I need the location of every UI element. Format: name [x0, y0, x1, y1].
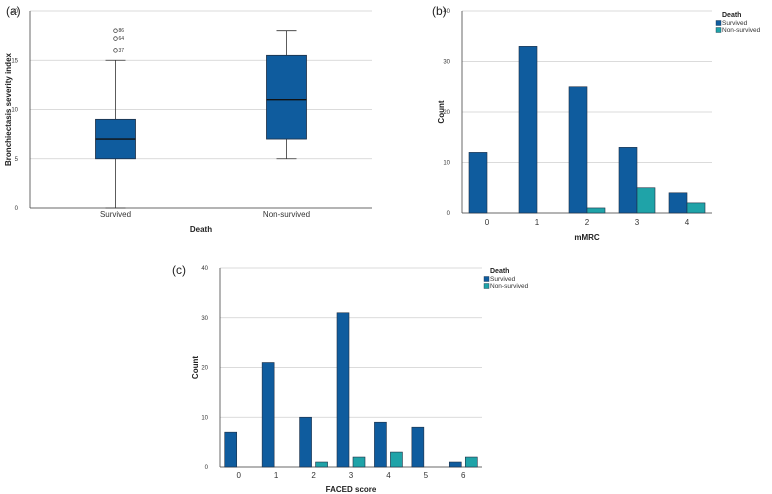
x-tick-label: 6: [461, 471, 466, 480]
y-tick-label: 0: [205, 465, 209, 471]
bar-survived-4: [374, 421, 387, 468]
outlier-label: 86: [119, 28, 125, 34]
x-tick-label: 2: [585, 218, 590, 227]
bar-non-survived-2: [315, 461, 328, 468]
legend-label-survived: Survived: [490, 276, 516, 283]
x-tick-label: 4: [386, 471, 391, 480]
y-tick-label: 0: [447, 211, 451, 217]
y-tick-label: 40: [443, 9, 450, 15]
x-tick-label: 2: [311, 471, 316, 480]
bar-non-survived-2: [586, 207, 606, 214]
chart-panel-0: (a) 0 5 10 15 20 Bronchiectasis severity index…: [4, 4, 372, 234]
panel-label: (a): [6, 4, 21, 18]
panel-label: (b): [432, 4, 447, 18]
bar-survived-4: [668, 192, 688, 214]
bar-non-survived-4: [390, 451, 403, 468]
x-axis-title: FACED score: [326, 485, 377, 494]
box-non-survived: [266, 54, 307, 140]
panel-label: (c): [172, 263, 186, 277]
bar-survived-2: [299, 416, 312, 468]
x-tick-label: 4: [685, 218, 690, 227]
legend-label-non-survived: Non-survived: [490, 283, 529, 290]
y-axis-title: Bronchiectasis severity index: [4, 52, 13, 165]
legend-swatch-non-survived: [483, 283, 490, 289]
bar-non-survived-4: [686, 202, 706, 214]
outlier-label: 37: [119, 48, 125, 54]
legend-label-survived: Survived: [722, 20, 748, 27]
x-tick-label: 1: [535, 218, 540, 227]
y-tick-label: 20: [201, 366, 208, 372]
bar-survived-1: [518, 46, 538, 214]
y-tick-label: 20: [443, 110, 450, 116]
outlier-label: 64: [119, 36, 125, 42]
bar-survived-3: [618, 147, 638, 214]
y-tick-label: 20: [11, 9, 18, 15]
y-tick-label: 30: [201, 316, 208, 322]
chart-panel-2: (c) 0 10 20 30 40 Count FACED score 0 1 2 3 4 5 6 Death…: [172, 263, 529, 494]
bar-survived-1: [261, 362, 275, 468]
y-tick-label: 15: [11, 58, 18, 64]
legend-title: Death: [490, 268, 509, 275]
bar-non-survived-3: [352, 456, 366, 468]
bar-survived-0: [224, 431, 238, 468]
y-tick-label: 10: [443, 161, 450, 167]
bar-survived-3: [336, 312, 350, 468]
x-tick-label: 1: [274, 471, 279, 480]
y-tick-label: 30: [443, 60, 450, 66]
chart-panel-1: (b) 0 10 20 30 40 Count mMRC 0 1 2 3 4 DeathSurvivedN…: [432, 4, 761, 242]
x-tick-label: 5: [424, 471, 429, 480]
y-axis-title: Count: [191, 356, 200, 379]
outlier-point: [113, 48, 118, 53]
x-tick-label: Non-survived: [263, 210, 310, 219]
legend-title: Death: [722, 12, 741, 19]
x-tick-label: Survived: [100, 210, 131, 219]
bar-survived-2: [568, 86, 588, 214]
bar-survived-6: [448, 461, 462, 468]
bar-non-survived-3: [636, 187, 656, 214]
legend-label-non-survived: Non-survived: [722, 27, 761, 34]
x-axis-title: mMRC: [574, 233, 600, 242]
x-tick-label: 3: [635, 218, 640, 227]
bar-non-survived-6: [464, 456, 478, 468]
bar-survived-0: [468, 152, 488, 214]
legend-swatch-survived: [715, 20, 722, 26]
y-tick-label: 10: [11, 108, 18, 114]
legend-swatch-non-survived: [715, 27, 722, 33]
outlier-point: [113, 28, 118, 33]
y-axis-title: Count: [437, 100, 446, 123]
x-tick-label: 0: [236, 471, 241, 480]
y-tick-label: 10: [201, 415, 208, 421]
x-tick-label: 0: [485, 218, 490, 227]
x-axis-title: Death: [190, 225, 212, 234]
y-tick-label: 0: [15, 206, 19, 212]
bar-survived-5: [411, 426, 425, 468]
outlier-point: [113, 36, 118, 41]
x-tick-label: 3: [349, 471, 354, 480]
y-tick-label: 5: [15, 157, 19, 163]
legend-swatch-survived: [483, 276, 490, 282]
y-tick-label: 40: [201, 266, 208, 272]
